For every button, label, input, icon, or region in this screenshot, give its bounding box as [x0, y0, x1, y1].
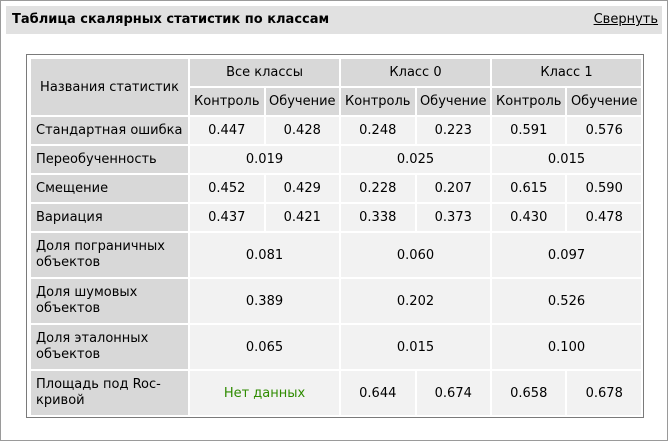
- value-cell: 0.421: [265, 204, 340, 231]
- no-data-cell: Нет данных: [190, 371, 340, 415]
- statistics-table: Названия статистик Все классы Класс 0 Кл…: [29, 57, 643, 417]
- value-cell: 0.437: [190, 204, 264, 231]
- row-label: Переобученность: [31, 146, 189, 173]
- value-cell: 0.644: [341, 371, 415, 415]
- value-cell: 0.019: [190, 146, 340, 173]
- value-cell: 0.207: [416, 175, 490, 202]
- value-cell: 0.452: [190, 175, 264, 202]
- panel-header: Таблица скалярных статистик по классам С…: [6, 6, 662, 34]
- row-label: Площадь под Roc-кривой: [31, 371, 189, 415]
- value-cell: 0.389: [190, 279, 340, 323]
- table-row: Переобученность 0.019 0.025 0.015: [31, 146, 641, 173]
- table-row: Смещение 0.452 0.429 0.228 0.207 0.615 0…: [31, 175, 641, 202]
- value-cell: 0.478: [567, 204, 641, 231]
- table-row: Вариация 0.437 0.421 0.338 0.373 0.430 0…: [31, 204, 641, 231]
- value-cell: 0.447: [190, 117, 264, 144]
- group-header-class-0: Класс 0: [341, 59, 490, 86]
- table-frame: Названия статистик Все классы Класс 0 Кл…: [26, 54, 644, 418]
- value-cell: 0.097: [492, 233, 641, 277]
- value-cell: 0.202: [341, 279, 490, 323]
- row-label: Доля шумовых объектов: [31, 279, 189, 323]
- value-cell: 0.338: [341, 204, 415, 231]
- row-label: Доля эталонных объектов: [31, 325, 189, 369]
- value-cell: 0.100: [492, 325, 641, 369]
- value-cell: 0.015: [492, 146, 641, 173]
- value-cell: 0.060: [341, 233, 490, 277]
- value-cell: 0.674: [416, 371, 490, 415]
- subheader-control: Контроль: [341, 88, 415, 115]
- value-cell: 0.248: [341, 117, 415, 144]
- subheader-training: Обучение: [567, 88, 641, 115]
- value-cell: 0.025: [341, 146, 490, 173]
- table-row: Стандартная ошибка 0.447 0.428 0.248 0.2…: [31, 117, 641, 144]
- panel-title: Таблица скалярных статистик по классам: [12, 12, 330, 27]
- subheader-training: Обучение: [265, 88, 340, 115]
- subheader-training: Обучение: [416, 88, 490, 115]
- group-header-class-1: Класс 1: [492, 59, 641, 86]
- value-cell: 0.065: [190, 325, 340, 369]
- value-cell: 0.526: [492, 279, 641, 323]
- value-cell: 0.658: [492, 371, 566, 415]
- subheader-control: Контроль: [190, 88, 264, 115]
- row-label: Стандартная ошибка: [31, 117, 189, 144]
- value-cell: 0.430: [492, 204, 566, 231]
- value-cell: 0.081: [190, 233, 340, 277]
- collapse-link[interactable]: Свернуть: [593, 12, 658, 27]
- value-cell: 0.678: [567, 371, 641, 415]
- value-cell: 0.591: [492, 117, 566, 144]
- table-row: Доля шумовых объектов 0.389 0.202 0.526: [31, 279, 641, 323]
- stat-names-header: Названия статистик: [31, 59, 189, 115]
- value-cell: 0.429: [265, 175, 340, 202]
- table-row: Доля пограничных объектов 0.081 0.060 0.…: [31, 233, 641, 277]
- table-row: Площадь под Roc-кривой Нет данных 0.644 …: [31, 371, 641, 415]
- group-header-all: Все классы: [190, 59, 340, 86]
- group-header-row: Названия статистик Все классы Класс 0 Кл…: [31, 59, 641, 115]
- value-cell: 0.590: [567, 175, 641, 202]
- value-cell: 0.576: [567, 117, 641, 144]
- row-label: Доля пограничных объектов: [31, 233, 189, 277]
- row-label: Смещение: [31, 175, 189, 202]
- value-cell: 0.223: [416, 117, 490, 144]
- table-row: Доля эталонных объектов 0.065 0.015 0.10…: [31, 325, 641, 369]
- value-cell: 0.373: [416, 204, 490, 231]
- value-cell: 0.015: [341, 325, 490, 369]
- value-cell: 0.428: [265, 117, 340, 144]
- row-label: Вариация: [31, 204, 189, 231]
- subheader-row: Контроль Обучение Контроль Обучение Конт…: [31, 88, 641, 115]
- subheader-control: Контроль: [492, 88, 566, 115]
- value-cell: 0.228: [341, 175, 415, 202]
- value-cell: 0.615: [492, 175, 566, 202]
